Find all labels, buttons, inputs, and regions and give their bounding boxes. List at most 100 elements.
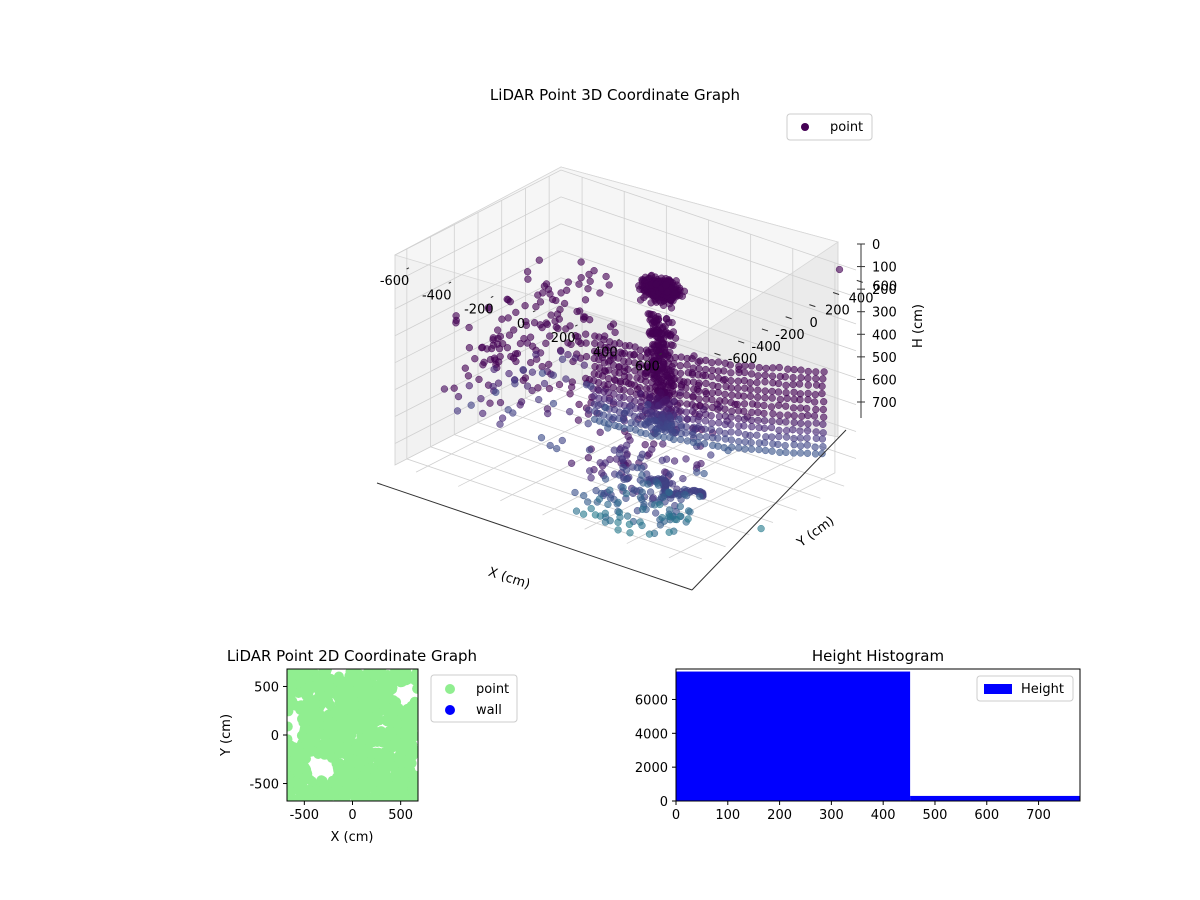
data-point-2d [338, 706, 349, 716]
z-tick-label-3d: 100 [872, 261, 897, 276]
data-point-2d [391, 741, 402, 752]
data-point-3d [464, 372, 473, 380]
data-point-3d [667, 377, 675, 385]
data-point-3d [665, 528, 673, 536]
data-point-3d [781, 441, 789, 450]
data-point-3d [768, 372, 777, 380]
data-point-3d [804, 396, 812, 404]
data-point-3d [564, 278, 572, 286]
data-point-3d [818, 449, 826, 458]
data-point-3d [479, 361, 487, 369]
data-point-3d [683, 437, 692, 445]
data-point-3d [757, 524, 765, 533]
data-point-3d [720, 367, 728, 375]
data-point-2d [323, 709, 334, 720]
data-point-2d [379, 761, 390, 772]
z-tick-label-3d: 700 [872, 396, 897, 411]
data-point-3d [657, 329, 665, 338]
data-point-3d [812, 374, 820, 383]
data-point-3d [715, 419, 723, 427]
data-point-3d [761, 371, 769, 379]
data-point-3d [523, 268, 532, 276]
data-point-3d [760, 409, 768, 418]
histogram-bar [910, 795, 1080, 801]
data-point-3d [727, 384, 735, 392]
data-point-3d [609, 398, 618, 406]
data-point-3d [819, 405, 827, 414]
data-point-3d [695, 422, 703, 431]
data-point-3d [790, 434, 798, 443]
data-point-2d [296, 730, 307, 741]
data-point-3d [747, 416, 756, 424]
data-point-3d [510, 326, 518, 334]
data-point-3d [577, 258, 585, 266]
y-axis-3d: -600-400-200 0 200 400 600 [691, 279, 897, 591]
data-point-3d [652, 280, 660, 288]
data-point-3d [676, 388, 684, 397]
data-point-2d [288, 669, 299, 677]
data-point-3d [619, 463, 627, 471]
data-point-3d [496, 398, 505, 407]
data-point-3d [665, 488, 673, 496]
data-point-3d [591, 511, 600, 519]
data-point-3d [539, 289, 547, 297]
data-point-3d [676, 399, 684, 407]
data-point-3d [440, 385, 449, 393]
data-point-3d [797, 374, 805, 382]
data-point-3d [635, 362, 643, 370]
data-point-3d [804, 411, 812, 420]
data-point-3d [670, 457, 679, 465]
data-point-2d [293, 688, 304, 698]
data-point-2d [316, 794, 327, 801]
data-point-3d [562, 375, 570, 383]
data-point-3d [689, 392, 697, 400]
data-point-2d [398, 727, 409, 738]
data-point-2d [407, 793, 418, 801]
data-point-3d [760, 424, 769, 432]
data-point-3d [536, 298, 545, 306]
data-point-3d [660, 433, 668, 442]
data-point-3d [453, 407, 462, 415]
data-point-3d [666, 470, 674, 478]
data-point-3d [564, 350, 572, 359]
data-point-3d [748, 423, 756, 431]
data-point-3d [467, 401, 475, 409]
data-point-3d [681, 490, 689, 499]
data-point-3d [789, 374, 797, 382]
data-point-3d [571, 488, 579, 497]
data-point-3d [676, 502, 684, 511]
data-point-3d [542, 339, 550, 348]
data-point-3d [575, 280, 583, 288]
data-point-3d [610, 446, 618, 454]
data-point-3d [735, 437, 743, 446]
data-point-3d [819, 420, 827, 428]
data-point-2d [394, 750, 405, 761]
data-point-2d [404, 740, 415, 751]
data-point-3d [769, 364, 777, 372]
data-point-3d [796, 404, 805, 412]
data-point-3d [530, 319, 539, 327]
data-point-3d [622, 489, 631, 498]
data-point-3d [782, 426, 791, 435]
data-point-3d [776, 411, 784, 419]
data-point-2d [326, 743, 337, 754]
data-point-3d [622, 407, 630, 415]
grid-line-3d [501, 200, 797, 511]
data-point-3d [782, 381, 790, 390]
data-point-3d [498, 414, 507, 422]
data-point-3d [760, 417, 769, 425]
data-point-3d [702, 356, 710, 365]
data-point-3d [504, 314, 512, 322]
data-point-3d [781, 373, 789, 381]
data-point-3d [665, 506, 674, 514]
data-point-3d [606, 517, 614, 525]
data-point-3d [714, 442, 722, 450]
data-point-3d [504, 406, 512, 414]
data-point-3d [648, 445, 656, 453]
data-point-3d [790, 449, 798, 457]
data-point-3d [595, 356, 603, 364]
data-point-3d [701, 425, 709, 433]
data-point-3d [485, 305, 493, 313]
data-point-3d [604, 500, 612, 509]
data-point-3d [682, 408, 690, 416]
